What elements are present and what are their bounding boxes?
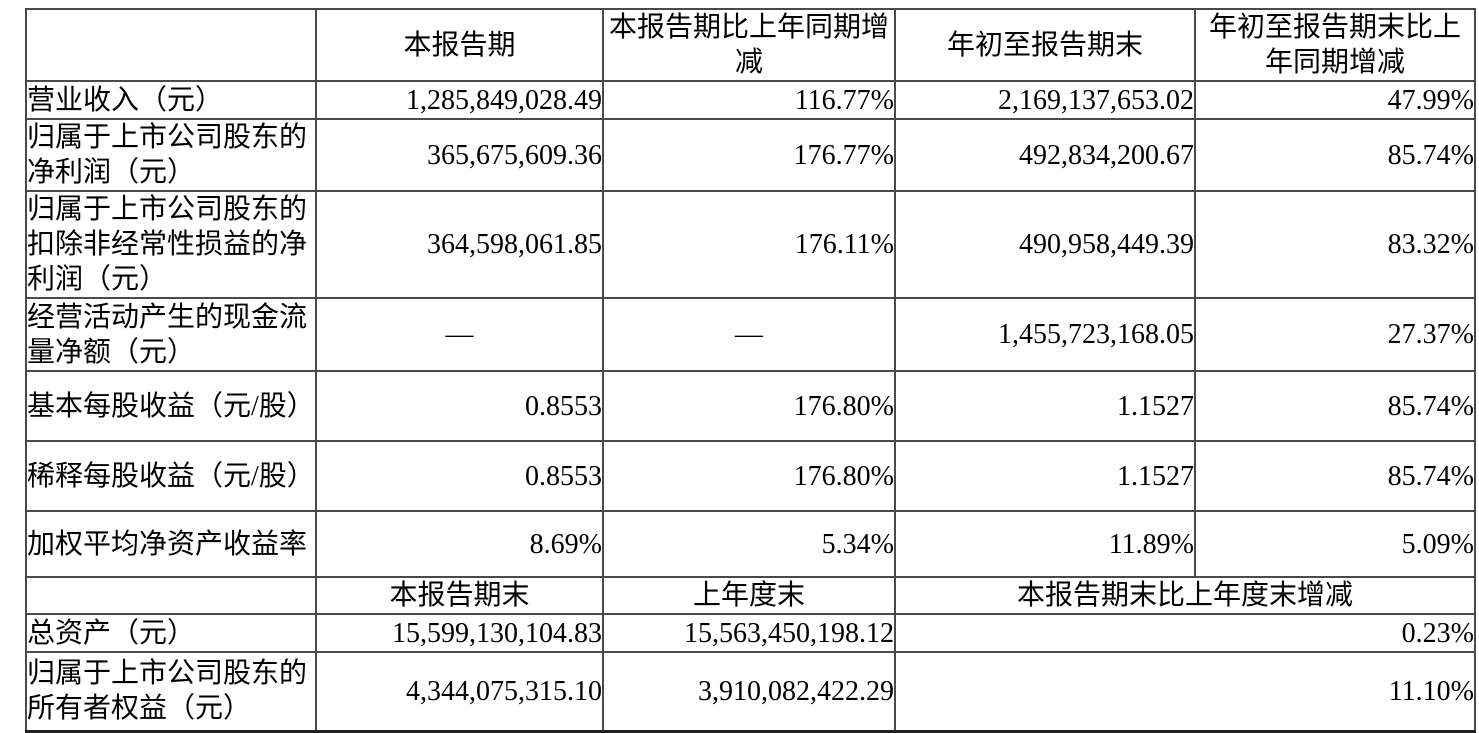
table-row-weighted-avg-roe: 加权平均净资产收益率 8.69% 5.34% 11.89% 5.09% — [25, 510, 1476, 578]
value-cell-prev-year-end: 3,910,082,422.29 — [602, 651, 896, 732]
table-row-net-profit-excl-nonrecurring: 归属于上市公司股东的扣除非经常性损益的净利润（元） 364,598,061.85… — [25, 190, 1476, 299]
value-cell-current-period: 8.69% — [315, 510, 604, 578]
header-ytd-yoy-change: 年初至报告期末比上年同期增减 — [1194, 8, 1476, 82]
value-cell-current-period-dash: — — [315, 297, 604, 372]
value-cell-yoy-change: 176.11% — [602, 190, 896, 299]
value-cell-current-period: 365,675,609.36 — [315, 118, 604, 192]
header-row-1: 本报告期 本报告期比上年同期增减 年初至报告期末 年初至报告期末比上年同期增减 — [25, 8, 1476, 82]
header-current-period: 本报告期 — [315, 8, 604, 82]
header-yoy-change: 本报告期比上年同期增减 — [602, 8, 896, 82]
header2-corner-blank — [25, 576, 317, 615]
header-corner-blank — [25, 8, 317, 82]
row-label-cell: 基本每股收益（元/股） — [25, 370, 317, 442]
row-label-cell: 归属于上市公司股东的净利润（元） — [25, 118, 317, 192]
value-cell-ytd-yoy-change: 5.09% — [1194, 510, 1476, 578]
value-cell-ytd-yoy-change: 47.99% — [1194, 80, 1476, 120]
value-cell-ytd: 1,455,723,168.05 — [894, 297, 1196, 372]
row-label-cell: 营业收入（元） — [25, 80, 317, 120]
value-cell-current-period: 1,285,849,028.49 — [315, 80, 604, 120]
row-label-cell: 稀释每股收益（元/股） — [25, 440, 317, 512]
row-label-cell: 总资产（元） — [25, 613, 317, 653]
financial-summary-table: 本报告期 本报告期比上年同期增减 年初至报告期末 年初至报告期末比上年同期增减 … — [25, 8, 1476, 733]
value-cell-ytd: 1.1527 — [894, 440, 1196, 512]
row-label-cell: 归属于上市公司股东的所有者权益（元） — [25, 651, 317, 732]
header-current-period-end: 本报告期末 — [315, 576, 604, 615]
value-cell-yoy-change-dash: — — [602, 297, 896, 372]
value-cell-yoy-change: 176.80% — [602, 440, 896, 512]
header-prev-year-end: 上年度末 — [602, 576, 896, 615]
table-row-operating-revenue: 营业收入（元） 1,285,849,028.49 116.77% 2,169,1… — [25, 80, 1476, 120]
value-cell-change: 11.10% — [894, 651, 1476, 732]
table-row-basic-eps: 基本每股收益（元/股） 0.8553 176.80% 1.1527 85.74% — [25, 370, 1476, 442]
row-label-cell: 加权平均净资产收益率 — [25, 510, 317, 578]
value-cell-current-period-end: 4,344,075,315.10 — [315, 651, 604, 732]
value-cell-ytd: 11.89% — [894, 510, 1196, 578]
header-row-2: 本报告期末 上年度末 本报告期末比上年度末增减 — [25, 576, 1476, 615]
header-change-vs-prev-year-end: 本报告期末比上年度末增减 — [894, 576, 1476, 615]
table-row-total-assets: 总资产（元） 15,599,130,104.83 15,563,450,198.… — [25, 613, 1476, 653]
value-cell-current-period: 0.8553 — [315, 440, 604, 512]
value-cell-ytd: 490,958,449.39 — [894, 190, 1196, 299]
value-cell-yoy-change: 5.34% — [602, 510, 896, 578]
value-cell-ytd-yoy-change: 85.74% — [1194, 118, 1476, 192]
row-label-cell: 经营活动产生的现金流量净额（元） — [25, 297, 317, 372]
header-ytd: 年初至报告期末 — [894, 8, 1196, 82]
value-cell-current-period: 0.8553 — [315, 370, 604, 442]
value-cell-ytd-yoy-change: 27.37% — [1194, 297, 1476, 372]
value-cell-change: 0.23% — [894, 613, 1476, 653]
value-cell-yoy-change: 116.77% — [602, 80, 896, 120]
value-cell-ytd-yoy-change: 83.32% — [1194, 190, 1476, 299]
table-row-operating-cash-flow: 经营活动产生的现金流量净额（元） — — 1,455,723,168.05 27… — [25, 297, 1476, 372]
value-cell-ytd-yoy-change: 85.74% — [1194, 440, 1476, 512]
value-cell-prev-year-end: 15,563,450,198.12 — [602, 613, 896, 653]
table-row-net-profit: 归属于上市公司股东的净利润（元） 365,675,609.36 176.77% … — [25, 118, 1476, 192]
value-cell-yoy-change: 176.80% — [602, 370, 896, 442]
row-label-cell: 归属于上市公司股东的扣除非经常性损益的净利润（元） — [25, 190, 317, 299]
value-cell-ytd: 2,169,137,653.02 — [894, 80, 1196, 120]
value-cell-current-period-end: 15,599,130,104.83 — [315, 613, 604, 653]
value-cell-ytd-yoy-change: 85.74% — [1194, 370, 1476, 442]
value-cell-ytd: 1.1527 — [894, 370, 1196, 442]
table-row-diluted-eps: 稀释每股收益（元/股） 0.8553 176.80% 1.1527 85.74% — [25, 440, 1476, 512]
value-cell-ytd: 492,834,200.67 — [894, 118, 1196, 192]
value-cell-current-period: 364,598,061.85 — [315, 190, 604, 299]
value-cell-yoy-change: 176.77% — [602, 118, 896, 192]
table-row-owners-equity: 归属于上市公司股东的所有者权益（元） 4,344,075,315.10 3,91… — [25, 651, 1476, 732]
